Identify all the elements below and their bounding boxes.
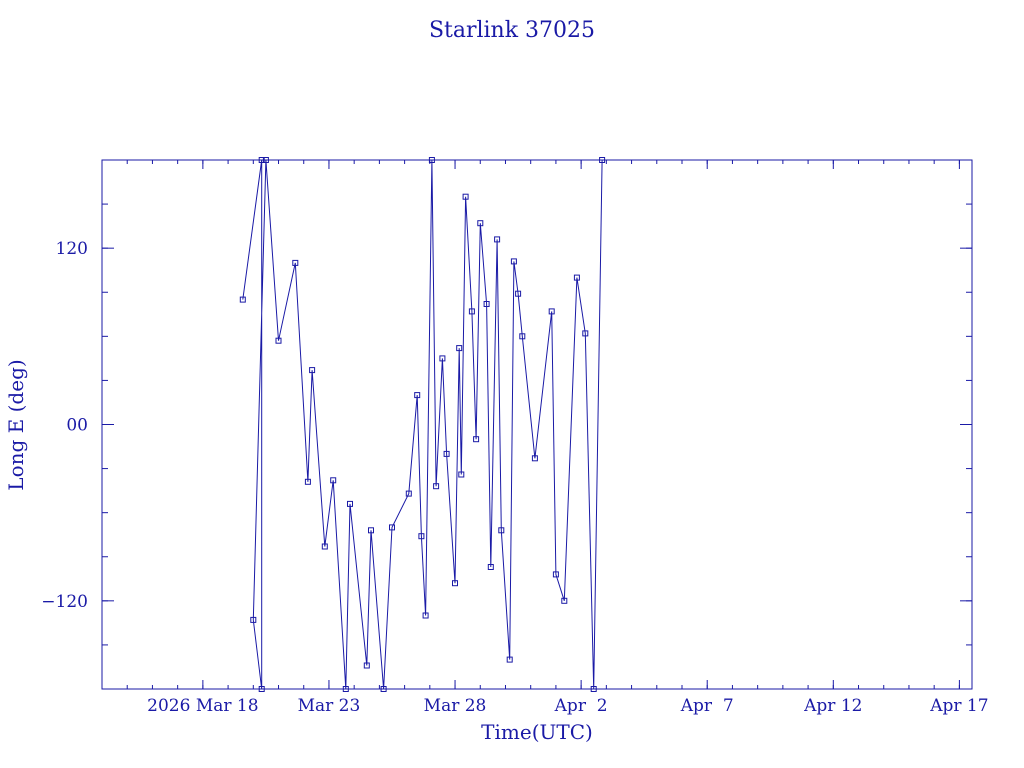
y-axis-label: Long E (deg)	[4, 359, 28, 490]
x-tick-label: Mar 23	[298, 696, 361, 716]
data-point	[548, 308, 555, 315]
data-point	[389, 524, 395, 531]
data-point	[258, 157, 265, 163]
x-tick-label: Apr 2	[554, 696, 608, 716]
x-tick-label: Apr 12	[803, 696, 862, 716]
data-point	[443, 450, 450, 457]
data-point	[258, 686, 265, 692]
data-point	[477, 220, 484, 227]
data-point	[510, 258, 517, 265]
data-point	[599, 157, 606, 163]
data-point	[456, 345, 463, 352]
data-point	[531, 455, 538, 462]
y-tick-label: 120	[56, 239, 88, 259]
data-point	[250, 616, 257, 623]
x-axis-ticks: 2026 Mar 18 Mar 23 Mar 28 Apr 2 Apr 7 Apr 12 A…	[126, 160, 989, 716]
data-point	[552, 571, 559, 578]
data-point	[342, 686, 349, 692]
data-point	[414, 392, 421, 399]
series-layer	[239, 157, 606, 692]
chart-title: Starlink 37025	[429, 18, 595, 43]
data-point	[418, 533, 425, 540]
data-point	[428, 157, 435, 163]
data-point	[458, 471, 465, 478]
data-point	[494, 236, 501, 243]
data-point	[519, 333, 526, 340]
data-point	[506, 656, 513, 663]
data-point	[422, 612, 429, 619]
data-point	[292, 259, 299, 266]
x-tick-label: Apr 17	[929, 696, 988, 716]
x-axis-label: Time(UTC)	[481, 720, 593, 744]
data-point	[498, 527, 505, 534]
data-point	[321, 543, 328, 550]
data-point	[573, 274, 580, 281]
data-point	[433, 483, 440, 490]
data-point	[405, 490, 412, 497]
data-point	[590, 686, 597, 692]
data-point	[439, 355, 446, 362]
x-tick-label: Apr 7	[680, 696, 734, 716]
data-point	[239, 296, 246, 303]
data-point	[262, 157, 269, 163]
data-point	[487, 564, 494, 570]
data-point	[468, 308, 475, 315]
series-line	[242, 159, 603, 690]
y-axis-ticks: −120 00 120	[41, 203, 972, 646]
x-tick-label: Mar 28	[424, 696, 487, 716]
y-tick-label: 00	[66, 416, 88, 436]
y-tick-label: −120	[41, 592, 88, 612]
data-point	[380, 686, 387, 692]
data-point	[452, 580, 458, 587]
data-point	[275, 337, 282, 344]
data-point	[515, 290, 522, 297]
data-point	[483, 301, 490, 307]
data-point	[368, 527, 374, 534]
data-point	[473, 436, 480, 443]
data-point	[561, 597, 568, 604]
data-point	[330, 477, 337, 484]
data-point	[347, 500, 353, 507]
data-point	[462, 193, 469, 200]
x-tick-label: 2026 Mar 18	[147, 696, 258, 716]
plot-frame	[101, 159, 973, 690]
data-point	[363, 662, 370, 669]
data-point	[582, 330, 589, 337]
data-point	[304, 478, 311, 485]
data-point	[309, 367, 316, 374]
